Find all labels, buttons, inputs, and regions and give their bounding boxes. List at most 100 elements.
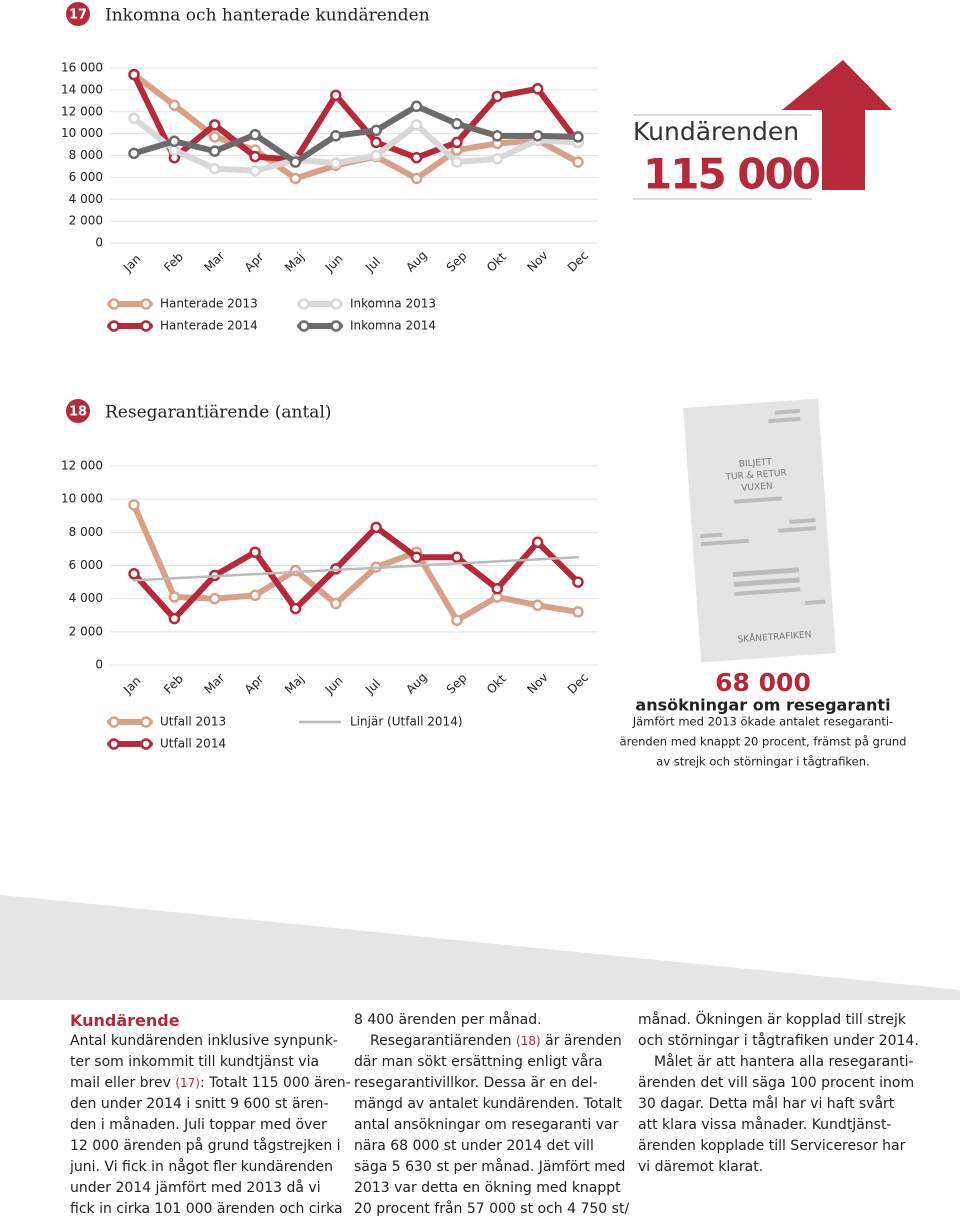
x-tick-label: Maj	[282, 672, 307, 697]
callout-title: Kundärenden	[633, 117, 799, 146]
data-line	[131, 71, 581, 163]
ticket-line	[774, 408, 800, 415]
chart-title: Inkomna och hanterade kundärenden	[105, 6, 430, 26]
data-point	[249, 546, 261, 558]
ticket-text: TUR & RETUR	[724, 469, 787, 483]
y-tick-label: 4 000	[69, 192, 103, 206]
article-line: 12 000 ärenden på grund tågstrejken i	[70, 1138, 341, 1154]
data-point	[128, 68, 140, 81]
data-point	[289, 602, 302, 615]
x-tick-label: Jul	[362, 254, 383, 275]
article-line: Antal kundärenden inklusive synpunk-	[70, 1033, 338, 1049]
article-column: 8 400 ärenden per månad. Resegarantiärend…	[354, 1010, 629, 1220]
data-point	[249, 165, 261, 177]
article-line: den i månaden. Juli toppar med över	[70, 1117, 327, 1133]
article-line: mail eller brev (17): Totalt 115 000 äre…	[70, 1075, 351, 1091]
data-point	[208, 162, 221, 175]
legend-marker	[140, 716, 152, 728]
data-point	[451, 614, 463, 626]
callout-text: Jämfört med 2013 ökade antalet resegaran…	[632, 715, 894, 729]
ticket-body	[683, 398, 836, 663]
article-line: fick in cirka 101 000 ärenden och cirka	[70, 1201, 343, 1217]
legend-marker	[140, 320, 152, 332]
data-point	[451, 136, 463, 149]
legend-marker	[108, 298, 120, 310]
data-line	[132, 555, 580, 582]
section-badge	[66, 2, 90, 26]
x-tick-label: Aug	[403, 248, 429, 274]
article-column: månad. Ökningen är kopplad till strejk oc…	[638, 1010, 919, 1178]
data-point	[208, 131, 221, 143]
article-line: att klara vissa månader. Kundtjänst-	[638, 1117, 892, 1133]
data-point	[572, 576, 584, 588]
ticket-line	[805, 599, 826, 606]
x-tick-label: Jun	[322, 673, 346, 697]
data-point	[168, 135, 181, 148]
y-tick-label: 6 000	[69, 558, 103, 572]
x-tick-label: Nov	[524, 248, 550, 274]
ticket-line	[700, 532, 723, 539]
x-tick-label: Nov	[524, 670, 550, 696]
legend-marker	[140, 298, 152, 310]
data-point	[572, 156, 584, 168]
article-line: mängd av antalet kundärenden. Totalt	[354, 1096, 622, 1112]
article-line: resegarantivillkor. Dessa är en del-	[354, 1075, 598, 1091]
ticket-line	[734, 587, 801, 596]
data-point	[370, 136, 382, 149]
data-point	[289, 172, 302, 185]
y-tick-label: 10 000	[61, 126, 103, 140]
article-line: 30 dagar. Detta mål har vi haft svårt	[638, 1096, 895, 1112]
ticket-text: VUXEN	[741, 482, 773, 494]
article-line: antal ansökningar om resegaranti var	[354, 1117, 619, 1133]
article-line: månad. Ökningen är kopplad till strejk	[638, 1012, 907, 1028]
legend-marker	[140, 738, 152, 750]
article-line: där man sökt ersättning enligt våra	[354, 1054, 603, 1070]
data-point	[249, 150, 261, 163]
up-arrow	[782, 60, 892, 190]
data-point	[410, 151, 423, 164]
data-point	[249, 128, 261, 141]
data-line	[131, 501, 581, 624]
y-tick-label: 14 000	[61, 82, 103, 96]
legend-label: Utfall 2013	[160, 715, 226, 729]
x-tick-label: Apr	[242, 250, 267, 275]
data-line	[131, 524, 581, 622]
legend-label: Inkomna 2013	[350, 297, 436, 311]
x-tick-label: Okt	[484, 250, 509, 275]
data-point	[289, 156, 302, 168]
data-line	[131, 103, 581, 166]
article-column: Kundärende Antal kundärenden inklusive s…	[70, 1010, 351, 1220]
article-line: den under 2014 i snitt 9 600 st ären-	[70, 1096, 329, 1112]
data-point	[491, 130, 504, 142]
legend-marker	[298, 320, 310, 332]
data-point	[531, 536, 544, 549]
data-point	[451, 118, 463, 130]
legend-label: Utfall 2014	[160, 737, 226, 751]
section-badge	[66, 399, 90, 423]
chart-title: Resegarantiärende (antal)	[105, 403, 332, 423]
data-point	[208, 145, 221, 157]
ticket-line	[733, 496, 782, 504]
article-line: och störningar i tågtrafiken under 2014.	[638, 1033, 919, 1049]
x-tick-label: Jan	[120, 252, 144, 276]
article-line: säga 5 630 st per månad. Jämfört med	[354, 1159, 626, 1175]
data-point	[410, 172, 423, 185]
article-line: ärenden det vill säga 100 procent inom	[638, 1075, 915, 1091]
y-tick-label: 2 000	[69, 214, 103, 228]
data-point	[531, 83, 544, 95]
data-point	[289, 564, 302, 577]
legend-marker	[330, 298, 342, 310]
x-tick-label: Jul	[362, 676, 383, 697]
article-line: 8 400 ärenden per månad.	[354, 1012, 542, 1028]
data-point	[451, 156, 463, 168]
legend-marker	[298, 298, 310, 310]
data-point	[330, 157, 342, 169]
data-point	[410, 551, 423, 563]
section-number: 18	[69, 405, 87, 420]
y-tick-label: 4 000	[69, 591, 103, 605]
x-tick-label: Aug	[403, 670, 429, 696]
ticket-line	[789, 518, 816, 524]
x-tick-label: Mar	[201, 249, 227, 275]
